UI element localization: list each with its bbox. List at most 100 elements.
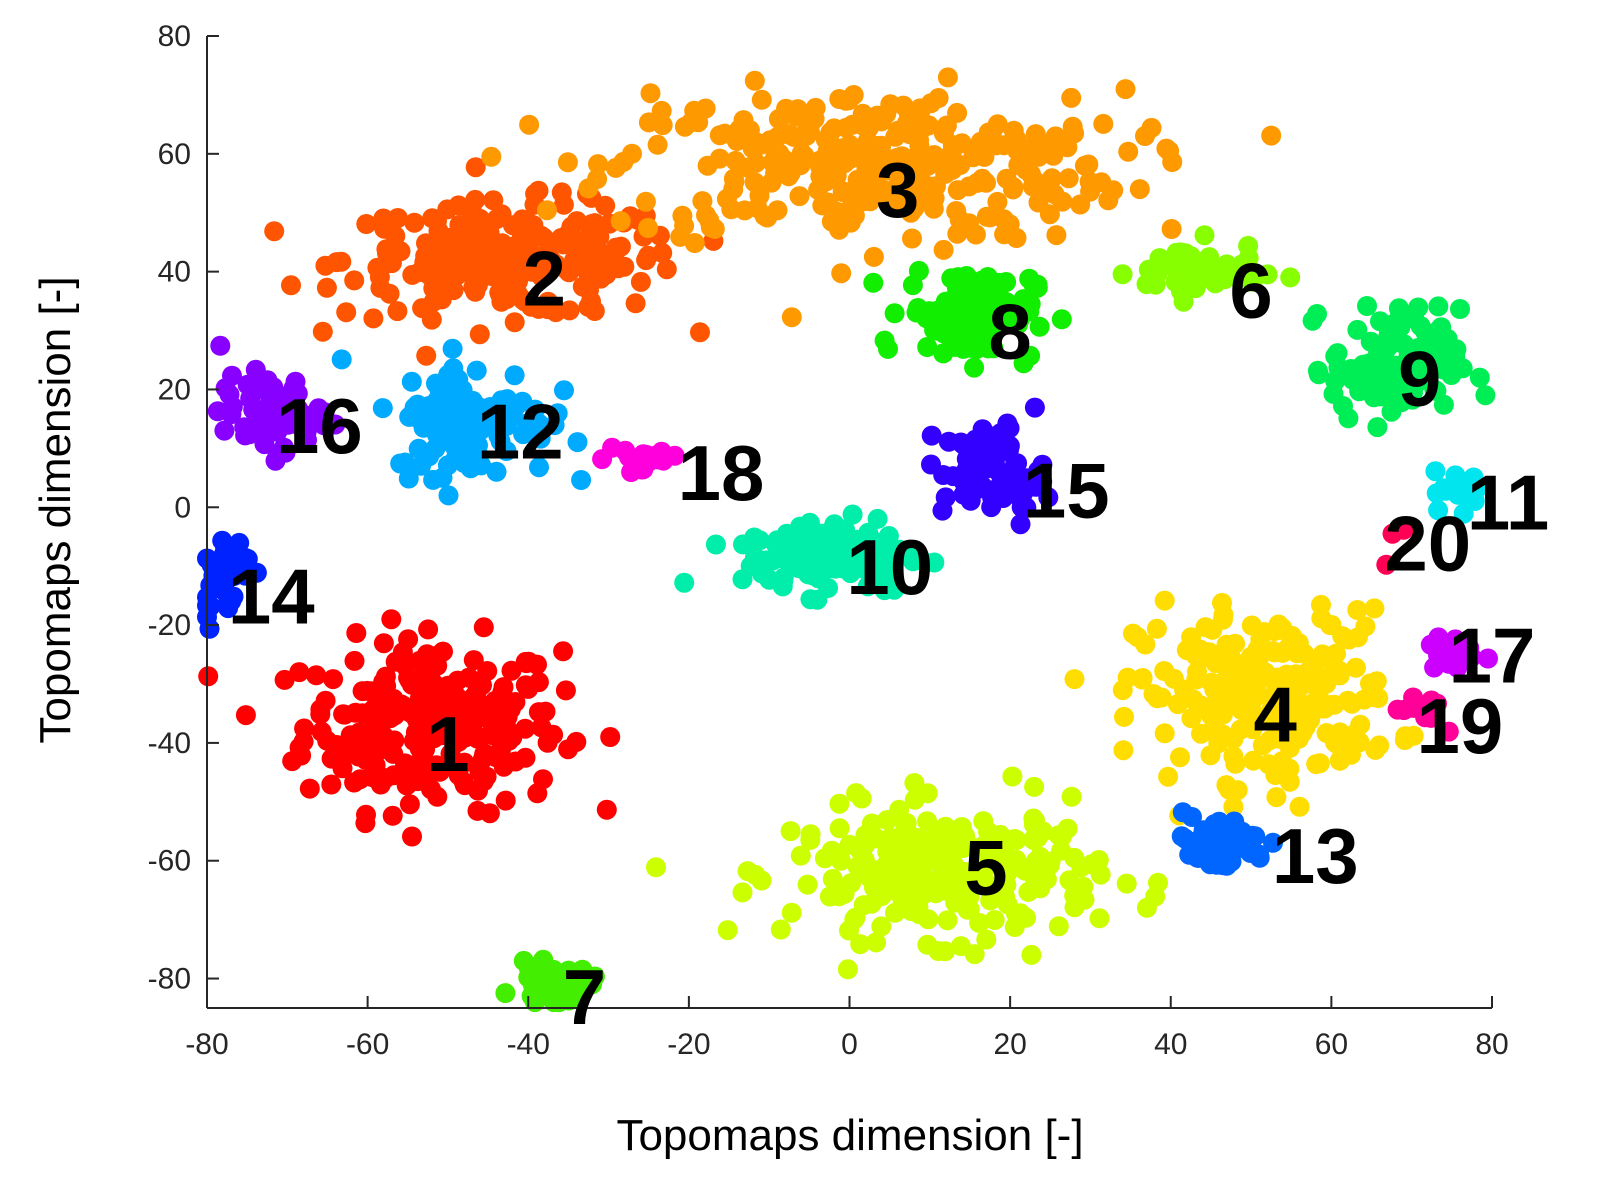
y-tick-label: 20 bbox=[158, 373, 191, 406]
scatter-point bbox=[900, 539, 921, 560]
scatter-point bbox=[592, 449, 613, 470]
scatter-point bbox=[1032, 471, 1053, 492]
scatter-point bbox=[996, 272, 1017, 292]
scatter-point bbox=[876, 160, 897, 181]
scatter-point bbox=[289, 662, 310, 683]
scatter-point bbox=[1252, 735, 1273, 756]
scatter-point bbox=[1223, 728, 1244, 749]
scatter-point bbox=[1021, 147, 1042, 168]
scatter-point bbox=[1088, 850, 1109, 870]
scatter-point bbox=[423, 756, 444, 777]
scatter-point bbox=[976, 134, 997, 155]
scatter-point bbox=[1170, 747, 1190, 768]
scatter-point bbox=[1438, 721, 1459, 742]
scatter-point bbox=[293, 731, 314, 752]
scatter-point bbox=[891, 146, 912, 167]
scatter-point bbox=[1010, 514, 1031, 535]
scatter-point bbox=[1240, 646, 1261, 667]
cluster-label-12: 12 bbox=[477, 388, 564, 476]
scatter-point bbox=[1002, 766, 1023, 787]
scatter-point bbox=[496, 415, 517, 436]
scatter-point bbox=[480, 264, 501, 285]
x-tick-label: 60 bbox=[1315, 1028, 1348, 1061]
scatter-point bbox=[737, 861, 758, 882]
scatter-point bbox=[522, 417, 543, 438]
scatter-point bbox=[790, 845, 811, 866]
scatter-point bbox=[1228, 659, 1249, 680]
scatter-point bbox=[946, 299, 967, 320]
scatter-point bbox=[1181, 627, 1202, 648]
scatter-point bbox=[1042, 168, 1062, 189]
scatter-point bbox=[468, 414, 489, 435]
scatter-point bbox=[1362, 687, 1383, 708]
scatter-point bbox=[889, 799, 910, 820]
scatter-point bbox=[880, 94, 901, 115]
scatter-point bbox=[564, 250, 584, 271]
scatter-point bbox=[264, 221, 285, 242]
scatter-point bbox=[427, 676, 447, 697]
scatter-point bbox=[486, 461, 507, 482]
scatter-point bbox=[1188, 847, 1209, 868]
scatter-point bbox=[768, 108, 789, 129]
scatter-point bbox=[751, 550, 772, 571]
scatter-point bbox=[832, 182, 853, 202]
scatter-point bbox=[690, 322, 710, 343]
scatter-point bbox=[933, 343, 954, 364]
scatter-point bbox=[495, 983, 516, 1004]
scatter-point bbox=[527, 783, 548, 804]
scatter-point bbox=[578, 178, 599, 199]
scatter-point bbox=[1413, 358, 1434, 379]
scatter-point bbox=[1325, 370, 1346, 391]
scatter-point bbox=[1224, 811, 1245, 832]
y-axis-title: Topomaps dimension [-] bbox=[31, 276, 80, 743]
scatter-point bbox=[409, 262, 430, 282]
scatter-point bbox=[717, 920, 738, 941]
scatter-point bbox=[781, 902, 802, 923]
scatter-point bbox=[465, 189, 486, 210]
scatter-point bbox=[1025, 124, 1046, 145]
x-axis-title: Topomaps dimension [-] bbox=[616, 1111, 1083, 1160]
scatter-point bbox=[1231, 254, 1252, 275]
cluster-label-14: 14 bbox=[228, 553, 315, 641]
scatter-point bbox=[370, 277, 391, 298]
scatter-point bbox=[466, 360, 487, 381]
scatter-point bbox=[1329, 750, 1350, 771]
scatter-point bbox=[1194, 225, 1215, 246]
scatter-point bbox=[997, 862, 1018, 883]
scatter-point bbox=[933, 311, 954, 332]
scatter-point bbox=[428, 282, 449, 302]
scatter-point bbox=[1093, 113, 1114, 134]
scatter-point bbox=[1314, 698, 1335, 719]
scatter-point bbox=[610, 211, 631, 232]
scatter-point bbox=[647, 134, 668, 155]
scatter-point bbox=[932, 500, 953, 521]
scatter-point bbox=[1366, 671, 1387, 692]
scatter-point bbox=[1024, 776, 1045, 797]
scatter-point bbox=[1146, 618, 1167, 639]
scatter-point bbox=[927, 820, 948, 841]
scatter-point bbox=[937, 910, 958, 931]
scatter-point bbox=[921, 425, 942, 446]
scatter-point bbox=[831, 537, 852, 558]
scatter-point bbox=[531, 717, 552, 738]
scatter-point bbox=[1243, 750, 1264, 771]
scatter-point bbox=[1283, 714, 1303, 735]
scatter-point bbox=[621, 462, 642, 482]
scatter-point bbox=[1061, 786, 1082, 807]
scatter-point bbox=[442, 338, 463, 359]
scatter-point bbox=[1425, 461, 1446, 482]
scatter-point bbox=[1058, 168, 1079, 189]
y-tick-label: -60 bbox=[148, 845, 191, 878]
scatter-point bbox=[596, 799, 617, 820]
scatter-point bbox=[374, 218, 395, 239]
scatter-point bbox=[904, 899, 925, 920]
scatter-point bbox=[646, 857, 666, 878]
scatter-point bbox=[1178, 258, 1199, 279]
scatter-point bbox=[947, 180, 968, 201]
scatter-point bbox=[1347, 600, 1368, 620]
scatter-point bbox=[1080, 181, 1101, 202]
scatter-point bbox=[537, 732, 558, 753]
cluster-label-9: 9 bbox=[1398, 335, 1441, 423]
scatter-point bbox=[904, 773, 925, 793]
scatter-point bbox=[1431, 317, 1452, 338]
